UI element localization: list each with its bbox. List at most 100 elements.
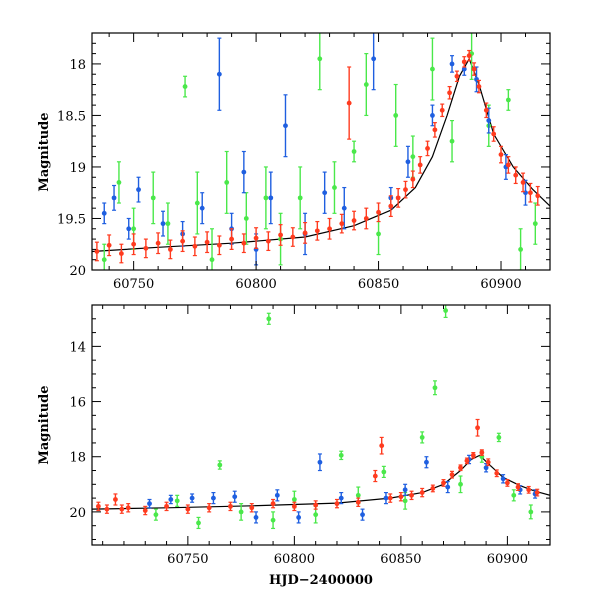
y-tick-label: 20 (69, 506, 86, 521)
marker (241, 169, 247, 175)
data-point (232, 490, 238, 503)
marker (523, 190, 528, 196)
data-point (498, 145, 504, 164)
data-point (476, 79, 482, 94)
marker (351, 149, 357, 154)
data-point (111, 184, 117, 211)
marker (106, 242, 112, 248)
data-point (355, 497, 361, 507)
marker (500, 476, 506, 482)
marker (498, 152, 504, 157)
data-point (334, 498, 340, 509)
marker (379, 443, 385, 449)
marker (196, 520, 201, 526)
marker (430, 66, 435, 72)
marker (174, 498, 180, 504)
marker (425, 146, 430, 151)
x-tick-label: 60900 (487, 552, 528, 567)
marker (165, 221, 171, 227)
data-point (313, 500, 319, 510)
marker (153, 512, 159, 518)
data-point (485, 458, 491, 467)
marker (432, 385, 438, 391)
data-point (209, 228, 215, 270)
marker (278, 232, 283, 238)
data-point (351, 140, 357, 163)
marker (491, 131, 497, 137)
marker (496, 435, 502, 440)
data-point (290, 227, 296, 247)
marker (520, 180, 526, 185)
data-point (443, 305, 449, 319)
data-point (419, 431, 425, 444)
marker (94, 249, 100, 254)
marker (241, 240, 247, 246)
marker (430, 486, 436, 491)
data-point (526, 485, 532, 494)
marker (167, 246, 173, 252)
data-point (379, 436, 385, 455)
marker (143, 245, 149, 251)
data-point (376, 202, 381, 223)
marker (432, 127, 438, 133)
marker (513, 172, 519, 178)
marker (339, 221, 345, 227)
data-point (494, 469, 500, 478)
marker (479, 450, 485, 455)
data-point (405, 145, 411, 178)
axes-frame (91, 304, 551, 546)
marker (387, 495, 393, 501)
data-point (196, 516, 201, 530)
marker (155, 240, 161, 246)
marker (95, 503, 101, 509)
marker (376, 209, 381, 215)
marker (160, 221, 166, 227)
marker (393, 113, 399, 118)
data-point (363, 53, 369, 117)
marker (409, 492, 414, 498)
marker (101, 257, 107, 263)
marker (363, 82, 369, 87)
marker (372, 473, 378, 479)
data-point (168, 494, 174, 505)
marker (291, 497, 297, 502)
data-point (268, 171, 274, 225)
data-point (229, 228, 235, 250)
data-point (432, 380, 438, 396)
data-point (182, 75, 188, 98)
data-point (430, 104, 435, 127)
marker (449, 61, 455, 67)
y-tick-label: 18 (69, 58, 86, 73)
y-axis-title: Magnitude (37, 112, 52, 191)
marker (189, 495, 195, 501)
data-point (513, 166, 519, 185)
data-point (189, 493, 195, 503)
marker (126, 226, 132, 232)
marker (291, 503, 297, 509)
series-0 (95, 418, 540, 516)
data-point (518, 228, 524, 270)
data-point (338, 450, 344, 461)
marker (265, 238, 271, 244)
marker (274, 492, 280, 498)
marker (447, 90, 452, 96)
data-point (534, 488, 540, 497)
marker (317, 56, 323, 62)
marker (217, 462, 223, 468)
data-point (241, 233, 247, 254)
marker (486, 118, 492, 123)
marker (296, 515, 302, 520)
marker (182, 84, 188, 89)
data-point (458, 475, 463, 494)
data-point (479, 449, 485, 456)
data-point (211, 491, 216, 505)
y-ticks: 18 18.5 19 19.5 20 (57, 32, 550, 279)
data-point (243, 192, 249, 245)
data-point (419, 487, 425, 498)
marker (383, 495, 389, 501)
marker (474, 76, 479, 82)
data-point (491, 126, 497, 142)
marker (229, 236, 235, 242)
data-point (338, 491, 344, 505)
data-point (432, 122, 438, 138)
